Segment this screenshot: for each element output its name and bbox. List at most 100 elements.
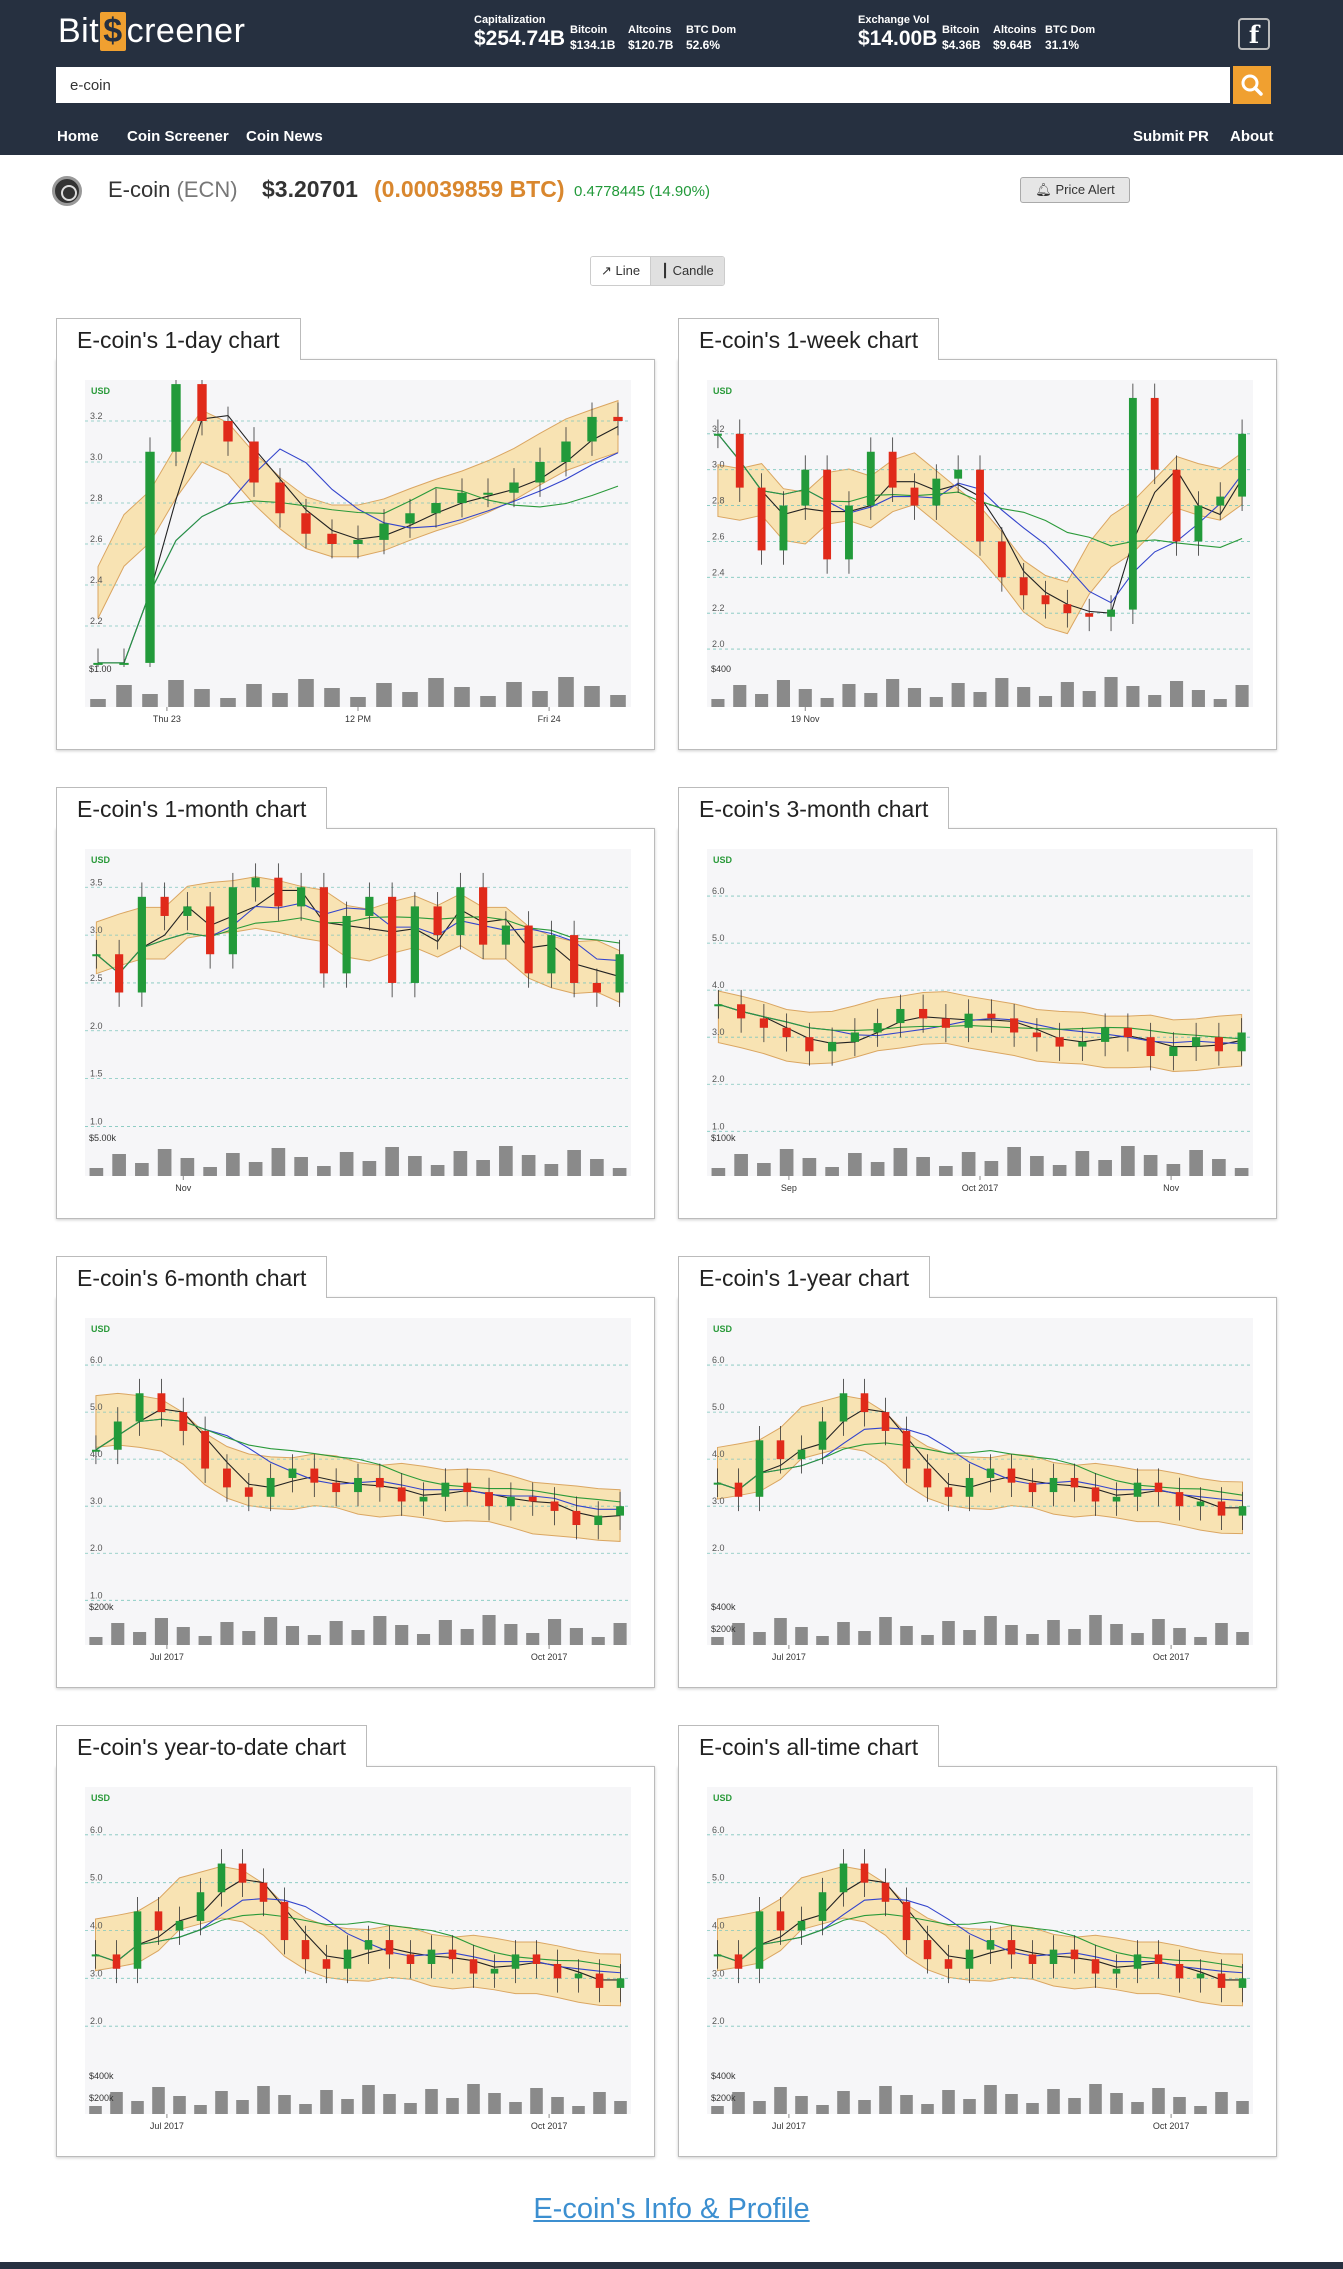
candle-body bbox=[776, 1440, 785, 1460]
candle-body bbox=[419, 1496, 428, 1502]
volume-bar bbox=[152, 2087, 165, 2114]
candle-body bbox=[965, 1949, 974, 1969]
candle-body bbox=[1154, 1482, 1163, 1493]
candle-body bbox=[1055, 1037, 1064, 1047]
volume-bar bbox=[590, 1159, 604, 1176]
y-tick-label: 3.0 bbox=[712, 1027, 725, 1037]
nav-coin-news[interactable]: Coin News bbox=[246, 128, 323, 145]
volume-axis-label: $200k bbox=[89, 1602, 114, 1612]
candle-body bbox=[528, 1496, 537, 1502]
volume-axis-label: $200k bbox=[711, 2093, 736, 2103]
volume-bar bbox=[116, 685, 132, 707]
volume-axis-label: $400k bbox=[711, 2071, 736, 2081]
candle-body bbox=[910, 487, 919, 506]
candle-body bbox=[332, 1482, 341, 1493]
candle-body bbox=[986, 1468, 995, 1478]
candlestick-chart[interactable]: 2.0 3.0 4.0 5.0 6.0 USD $400k $200k Jul 2017 Oct … bbox=[693, 1779, 1263, 2139]
chart-box: 2.0 3.0 4.0 5.0 6.0 USD $400k $200k Jul 2017 Oct … bbox=[678, 1297, 1277, 1688]
volume-bar bbox=[242, 1631, 256, 1645]
volume-bar bbox=[203, 1167, 217, 1176]
candle-body bbox=[592, 982, 601, 993]
candle-body bbox=[388, 896, 397, 983]
y-tick-label: 2.4 bbox=[712, 567, 725, 577]
search-input[interactable] bbox=[56, 67, 1230, 103]
y-tick-label: 2.8 bbox=[90, 493, 103, 503]
candle-body bbox=[1063, 604, 1072, 614]
info-profile-link[interactable]: E-coin's Info & Profile bbox=[533, 2193, 810, 2225]
volume-bar bbox=[499, 1146, 513, 1176]
coin-logo-icon bbox=[52, 176, 82, 206]
site-logo[interactable]: Bit $ creener bbox=[58, 12, 246, 51]
search-button[interactable] bbox=[1233, 66, 1271, 104]
nav-submit-pr[interactable]: Submit PR bbox=[1133, 128, 1209, 145]
volume-bar bbox=[373, 1616, 387, 1645]
candle-body bbox=[483, 492, 493, 495]
candle-body bbox=[1112, 1496, 1121, 1502]
volume-bar bbox=[521, 1155, 536, 1176]
candle-body bbox=[112, 1954, 121, 1969]
candle-body bbox=[818, 1421, 827, 1450]
x-tick-label: Jul 2017 bbox=[772, 2121, 806, 2131]
x-tick-label: 12 PM bbox=[345, 714, 371, 724]
volume-bar bbox=[1089, 1615, 1102, 1645]
volume-bar bbox=[272, 693, 288, 707]
candle-body bbox=[297, 887, 306, 907]
volume-bar bbox=[317, 1166, 331, 1176]
volume-bar bbox=[215, 2091, 228, 2114]
currency-label: USD bbox=[713, 1793, 733, 1803]
candle-body bbox=[1007, 1940, 1016, 1955]
facebook-icon[interactable]: f bbox=[1238, 18, 1270, 50]
candlestick-chart[interactable]: 1.0 2.0 3.0 4.0 5.0 6.0 USD $100k Sep Oct 2017 Nov bbox=[693, 841, 1263, 1201]
candle-body bbox=[91, 1449, 100, 1452]
volume-bar bbox=[1189, 1150, 1203, 1176]
candle-body bbox=[755, 1911, 764, 1969]
volume-bar bbox=[1236, 1632, 1249, 1645]
candle-body bbox=[782, 1027, 791, 1038]
volume-bar bbox=[350, 697, 366, 707]
volume-bar bbox=[567, 1150, 581, 1176]
y-tick-label: 1.0 bbox=[90, 1590, 103, 1600]
nav-home[interactable]: Home bbox=[57, 128, 99, 145]
y-tick-label: 2.6 bbox=[712, 531, 725, 541]
volume-bar bbox=[416, 1634, 431, 1645]
volume-bar bbox=[383, 2094, 396, 2114]
volume-bar bbox=[776, 680, 790, 707]
price-alert-button[interactable]: 🔔︎ Price Alert bbox=[1020, 177, 1130, 203]
candlestick-chart[interactable]: 1.0 1.5 2.0 2.5 3.0 3.5 USD $5.00k Nov bbox=[71, 841, 641, 1201]
moving-average-line bbox=[718, 1003, 1242, 1040]
volume-bar bbox=[111, 1623, 125, 1645]
volume-bar bbox=[1075, 1151, 1090, 1176]
volume-bar bbox=[1236, 2101, 1249, 2114]
volume-bar bbox=[1126, 686, 1140, 707]
candle-toggle-button[interactable]: ┃ Candle bbox=[650, 257, 724, 285]
volume-bar bbox=[180, 1158, 195, 1176]
volume-bar bbox=[593, 2092, 606, 2114]
line-toggle-button[interactable]: ↗ Line bbox=[591, 257, 651, 285]
volume-bar bbox=[916, 1157, 930, 1176]
candle-body bbox=[274, 877, 283, 907]
candle-body bbox=[797, 1920, 806, 1931]
candlestick-chart[interactable]: 2.0 3.0 4.0 5.0 6.0 USD $400k $200k Jul 2017 Oct … bbox=[693, 1310, 1263, 1670]
candle-body bbox=[757, 487, 766, 551]
nav-coin-screener[interactable]: Coin Screener bbox=[127, 128, 229, 145]
candlestick-chart[interactable]: 2.0 3.0 4.0 5.0 6.0 USD $400k $200k Jul 2017 Oct … bbox=[71, 1779, 641, 2139]
volume-bar bbox=[753, 2101, 766, 2114]
candle-body bbox=[1217, 1973, 1226, 1988]
volume-bar bbox=[1212, 1159, 1226, 1176]
volume-axis-label: $5.00k bbox=[89, 1133, 117, 1143]
volume-bar bbox=[1110, 1624, 1123, 1645]
volume-bar bbox=[320, 2090, 333, 2114]
candle-body bbox=[1028, 1954, 1037, 1964]
candle-body bbox=[1010, 1018, 1019, 1033]
volume-bar bbox=[1030, 1156, 1044, 1176]
candle-body bbox=[616, 1978, 625, 1988]
candlestick-chart[interactable]: 2.2 2.4 2.6 2.8 3.0 3.2 USD $1.00 Thu 23 12 PM Fri… bbox=[71, 372, 641, 732]
volume-bar bbox=[133, 1632, 147, 1645]
bollinger-band bbox=[95, 1865, 621, 2007]
nav-about[interactable]: About bbox=[1230, 128, 1274, 145]
candle-body bbox=[137, 896, 146, 993]
candle-body bbox=[1123, 1027, 1132, 1038]
candle-body bbox=[553, 1963, 562, 1979]
